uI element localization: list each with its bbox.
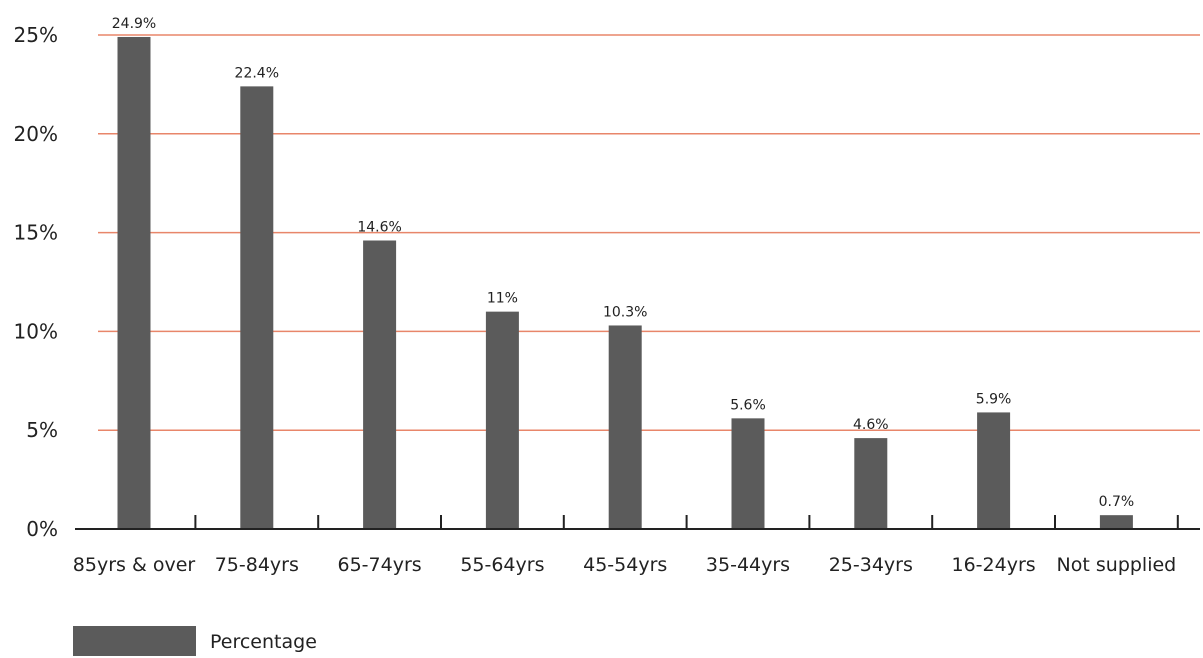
x-tick-label: 85yrs & over	[73, 554, 196, 576]
bar	[731, 418, 765, 529]
bar	[1099, 515, 1133, 529]
bar	[608, 325, 642, 529]
bar	[854, 438, 888, 529]
data-label: 22.4%	[235, 65, 279, 81]
x-tick-label: 55-64yrs	[460, 554, 544, 576]
bar	[240, 86, 274, 529]
y-tick-label: 5%	[26, 418, 58, 442]
y-tick-label: 20%	[14, 122, 58, 146]
y-tick-labels: 0% 5% 10% 15% 20% 25%	[14, 23, 58, 541]
data-label: 4.6%	[853, 417, 889, 433]
legend-swatch	[73, 626, 196, 656]
bar	[117, 36, 151, 529]
x-tick-label: 65-74yrs	[338, 554, 422, 576]
data-label: 11%	[487, 291, 518, 307]
bar	[485, 311, 519, 529]
data-label: 5.9%	[976, 391, 1012, 407]
x-tick-label: 45-54yrs	[583, 554, 667, 576]
data-label: 0.7%	[1099, 494, 1135, 510]
bar	[363, 240, 397, 529]
axes	[75, 515, 1200, 530]
x-tick-label: 25-34yrs	[829, 554, 913, 576]
gridlines	[98, 34, 1200, 431]
data-label: 5.6%	[730, 397, 766, 413]
data-label: 10.3%	[603, 304, 647, 320]
x-tick-label: 16-24yrs	[952, 554, 1036, 576]
y-tick-label: 0%	[26, 517, 58, 541]
y-tick-label: 15%	[14, 221, 58, 245]
x-tick-label: Not supplied	[1057, 554, 1177, 576]
bar	[977, 412, 1011, 529]
legend-label: Percentage	[210, 631, 317, 653]
y-tick-label: 10%	[14, 319, 58, 343]
x-tick-label: 35-44yrs	[706, 554, 790, 576]
data-label: 14.6%	[357, 220, 401, 236]
bars	[117, 36, 1133, 529]
y-tick-label: 25%	[14, 23, 58, 47]
x-tick-labels: 85yrs & over 75-84yrs 65-74yrs 55-64yrs 45-5…	[73, 554, 1176, 576]
x-tick-label: 75-84yrs	[215, 554, 299, 576]
data-label: 24.9%	[112, 16, 156, 32]
data-labels: 24.9% 22.4% 14.6% 11% 10.3% 5.6% 4.6% 5.9% 0.7%	[112, 16, 1134, 510]
legend: Percentage	[73, 626, 317, 656]
